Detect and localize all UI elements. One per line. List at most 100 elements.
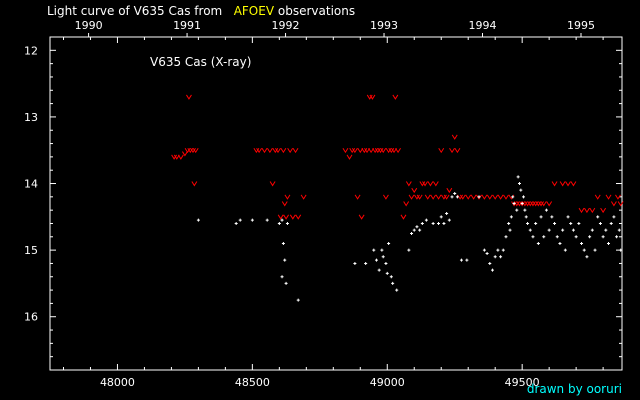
upper-limit-point <box>584 207 590 214</box>
detection-point <box>250 218 254 222</box>
detection-point <box>585 255 589 259</box>
upper-limit-point <box>377 147 384 154</box>
detection-point <box>477 195 481 199</box>
detection-point <box>598 221 602 225</box>
detection-point <box>563 248 567 252</box>
upper-limit-point <box>565 181 571 187</box>
upper-limit-point <box>476 194 482 200</box>
credit-text: drawn by ooruri <box>526 382 622 396</box>
detection-point <box>265 218 269 222</box>
top-year-label: 1992 <box>272 19 300 32</box>
detection-point <box>512 202 516 205</box>
detection-point <box>431 221 435 225</box>
detection-point <box>516 175 520 179</box>
detection-point <box>588 235 592 239</box>
upper-limit-point <box>459 194 466 200</box>
detection-point <box>412 228 416 232</box>
detection-point <box>387 241 391 245</box>
plot-label: V635 Cas (X-ray) <box>150 55 252 69</box>
detection-point <box>380 248 384 252</box>
detection-point <box>439 215 443 219</box>
upper-limit-point <box>275 147 281 154</box>
upper-limit-point <box>449 147 455 154</box>
detection-point <box>488 261 492 265</box>
upper-limit-point <box>424 194 431 200</box>
y-tick-label: 12 <box>24 44 38 57</box>
detection-point <box>571 228 575 232</box>
upper-limit-point <box>438 147 445 154</box>
upper-limit-point <box>441 194 447 200</box>
upper-limit-point <box>351 147 358 154</box>
detection-point <box>234 221 238 225</box>
detection-point <box>553 221 557 225</box>
upper-limit-point <box>615 194 621 200</box>
plot-frame <box>49 36 623 371</box>
upper-limit-point <box>342 147 349 154</box>
upper-limit-point <box>374 147 381 154</box>
detection-point <box>617 228 621 232</box>
detection-point <box>280 218 284 222</box>
upper-limit-point <box>191 181 198 187</box>
detection-point <box>455 195 459 199</box>
upper-limit-point <box>284 194 291 200</box>
detection-point <box>507 221 511 225</box>
detection-point <box>569 221 573 225</box>
detection-point <box>420 221 424 225</box>
upper-limit-point <box>446 187 453 194</box>
upper-limit-point <box>190 147 196 154</box>
top-year-label: 1990 <box>75 19 103 32</box>
y-tick-label: 15 <box>24 244 38 257</box>
detection-point <box>596 215 600 219</box>
upper-limit-point <box>177 154 184 160</box>
detection-point <box>296 298 300 302</box>
top-year-label: 1991 <box>173 19 201 32</box>
detection-point <box>612 215 616 219</box>
detection-point <box>437 221 441 225</box>
detection-point <box>238 218 242 222</box>
y-tick-label: 16 <box>24 311 38 324</box>
upper-limit-point <box>261 147 268 154</box>
detection-point <box>561 228 565 232</box>
detection-point <box>285 221 289 225</box>
detection-point <box>544 208 548 212</box>
upper-limit-point <box>432 181 439 187</box>
upper-limit-point <box>280 147 287 154</box>
upper-limit-point <box>385 147 392 154</box>
upper-limit-point <box>361 147 368 154</box>
top-year-label: 1994 <box>469 19 497 32</box>
upper-limit-point <box>570 181 577 187</box>
upper-limit-point <box>454 147 461 154</box>
detection-point <box>547 228 551 232</box>
detection-point <box>526 221 530 225</box>
detection-point <box>377 268 381 272</box>
detection-point <box>501 248 505 252</box>
x-tick-label: 48000 <box>100 376 135 389</box>
upper-limit-point <box>589 207 596 214</box>
title-highlight: AFOEV <box>233 4 275 18</box>
upper-limit-point <box>364 147 370 154</box>
upper-limit-point <box>578 207 585 214</box>
upper-limit-point <box>403 201 410 207</box>
upper-limit-point <box>368 147 374 154</box>
upper-limit-point <box>414 194 420 200</box>
upper-limit-point <box>380 147 387 154</box>
upper-limit-point <box>470 194 477 200</box>
upper-limit-point <box>357 147 364 154</box>
y-tick-label: 14 <box>24 178 38 191</box>
upper-limit-point <box>503 194 509 200</box>
upper-limit-point <box>430 194 437 200</box>
detection-point <box>523 208 527 212</box>
detection-point <box>604 228 608 232</box>
detection-point <box>615 235 619 239</box>
upper-limit-point <box>266 147 273 154</box>
detection-point <box>353 261 357 265</box>
upper-limit-point <box>181 151 188 157</box>
upper-limit-point <box>416 194 423 200</box>
upper-limit-point <box>405 181 412 187</box>
detection-point <box>424 218 428 222</box>
upper-limit-point <box>535 201 542 207</box>
upper-limit-point <box>540 201 547 207</box>
upper-limit-point <box>184 147 191 154</box>
detection-point <box>522 195 526 199</box>
